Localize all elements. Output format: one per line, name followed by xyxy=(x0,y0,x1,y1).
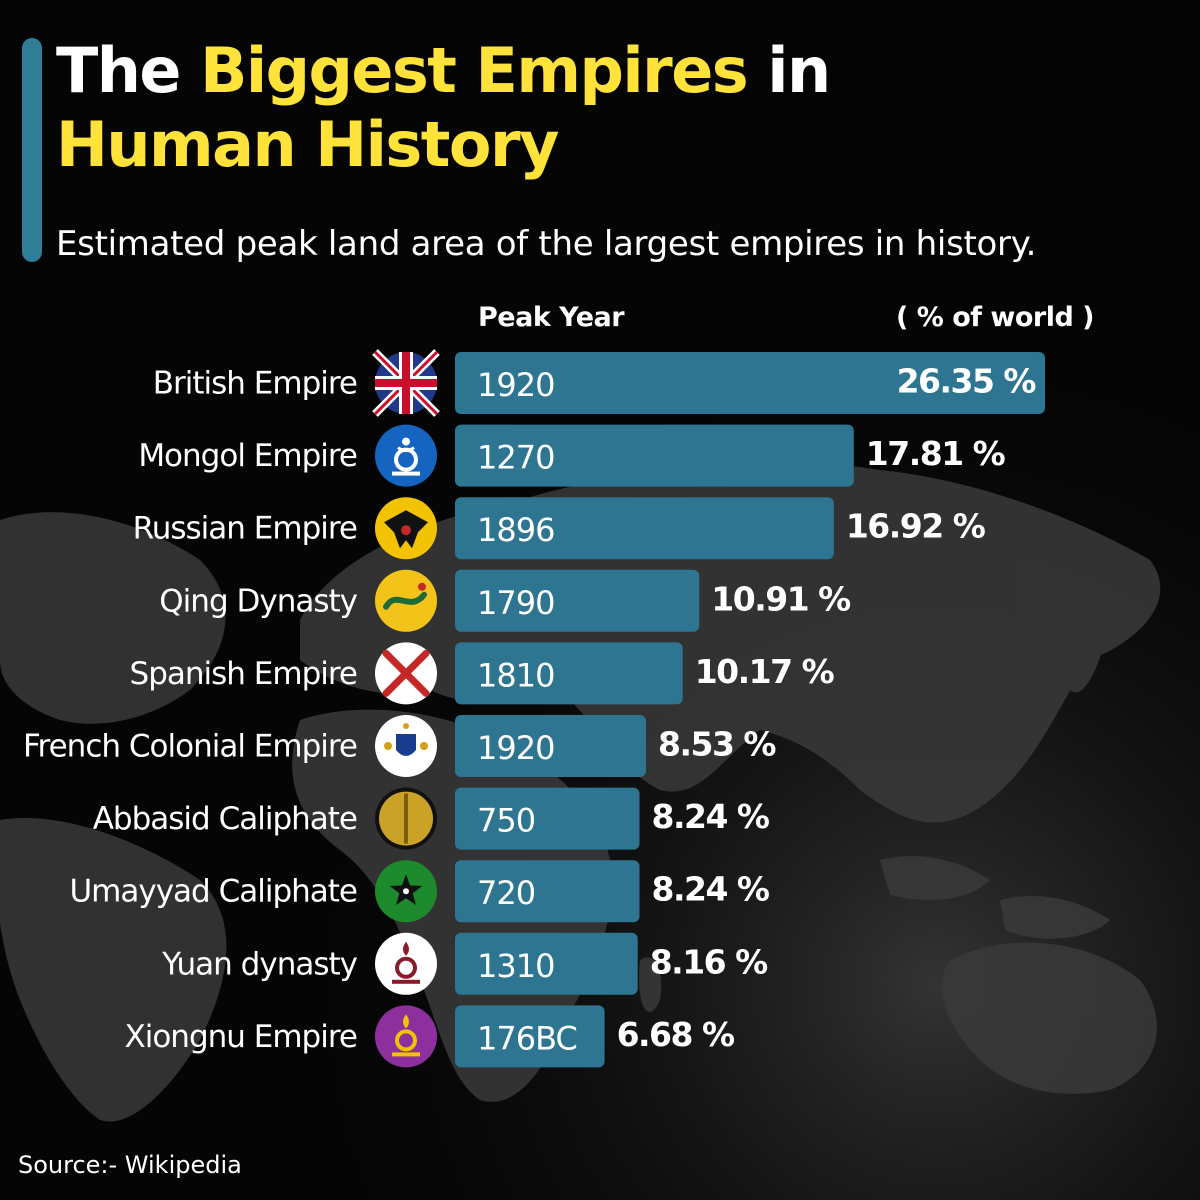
bar xyxy=(455,1005,605,1068)
mongol-soyombo-flag-icon xyxy=(375,424,437,487)
bar xyxy=(455,787,640,850)
category-label: British Empire xyxy=(153,366,357,402)
category-label: Yuan dynasty xyxy=(161,946,357,982)
value-label: 17.81 % xyxy=(866,434,1006,473)
title-part-4: Human History xyxy=(56,108,559,181)
category-label: Mongol Empire xyxy=(138,438,357,474)
yuan-symbol-flag-icon xyxy=(375,932,437,995)
qing-dragon-flag-icon xyxy=(375,569,437,632)
burgundy-cross-flag-icon xyxy=(375,642,437,705)
bar xyxy=(455,860,640,923)
bar xyxy=(455,715,646,777)
percent-header: ( % of world ) xyxy=(896,302,1095,333)
value-label: 8.24 % xyxy=(652,870,770,909)
union-jack-flag-icon xyxy=(372,349,440,417)
value-label: 8.53 % xyxy=(658,725,776,764)
umayyad-star-flag-icon xyxy=(375,860,437,923)
value-label: 10.17 % xyxy=(695,652,835,691)
category-label: Xiongnu Empire xyxy=(124,1019,357,1055)
abbasid-flag-icon xyxy=(375,787,437,850)
value-label: 16.92 % xyxy=(846,507,986,546)
category-label: French Colonial Empire xyxy=(23,729,357,765)
peak-year-label: 1896 xyxy=(477,511,554,549)
peak-year-label: 750 xyxy=(477,802,535,840)
title-part-3: in xyxy=(747,34,831,107)
bar xyxy=(455,642,683,705)
russian-eagle-flag-icon xyxy=(375,497,437,560)
source-note: Source:- Wikipedia xyxy=(18,1151,242,1179)
category-label: Qing Dynasty xyxy=(159,583,357,619)
value-label: 10.91 % xyxy=(711,579,851,618)
category-label: Russian Empire xyxy=(133,511,357,547)
bar xyxy=(455,497,834,560)
peak-year-label: 176BC xyxy=(477,1019,577,1057)
peak-year-label: 1310 xyxy=(477,947,554,985)
category-label: Abbasid Caliphate xyxy=(93,801,357,837)
peak-year-label: 720 xyxy=(477,874,535,912)
title-part-1: The xyxy=(56,34,201,107)
bar xyxy=(455,424,854,487)
french-royal-flag-icon xyxy=(375,715,437,777)
peak-year-label: 1790 xyxy=(477,584,554,622)
title-part-2: Biggest Empires xyxy=(200,34,749,107)
category-label: Umayyad Caliphate xyxy=(69,874,357,910)
chart-title: The Biggest Empires in Human History xyxy=(56,34,831,182)
category-label: Spanish Empire xyxy=(130,656,357,692)
title-accent-bar xyxy=(22,38,42,262)
bar xyxy=(455,352,1045,414)
peak-year-header: Peak Year xyxy=(478,302,625,333)
bar xyxy=(455,569,700,632)
value-label: 26.35 % xyxy=(897,362,1037,401)
peak-year-label: 1810 xyxy=(477,656,554,694)
value-label: 8.24 % xyxy=(652,797,770,836)
chart-subtitle: Estimated peak land area of the largest … xyxy=(56,224,1037,264)
bar xyxy=(455,932,638,995)
value-label: 6.68 % xyxy=(617,1015,735,1054)
value-label: 8.16 % xyxy=(650,942,768,981)
peak-year-label: 1270 xyxy=(477,439,554,477)
xiongnu-soyombo-flag-icon xyxy=(375,1005,437,1068)
peak-year-label: 1920 xyxy=(477,366,554,404)
peak-year-label: 1920 xyxy=(477,729,554,767)
